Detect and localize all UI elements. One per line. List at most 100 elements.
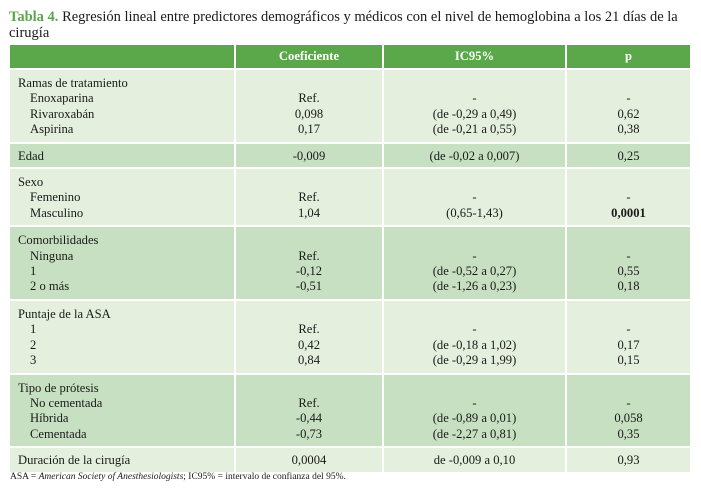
level-label: 2 o más (30, 279, 70, 294)
group-block: Comorbilidades Ninguna 1 2 o más (18, 227, 234, 299)
spacer (236, 175, 382, 190)
regression-table: Coeficiente IC95% p Ramas de tratamiento… (10, 45, 690, 472)
p-cell: -0,55 0,18 (567, 225, 690, 299)
footnote-rest: ; IC95% = intervalo de confianza del 95%… (183, 472, 346, 482)
group-block: Sexo Femenino Masculino (18, 169, 234, 225)
predictor-cell: Puntaje de la ASA 1 2 3 (10, 298, 236, 373)
spacer (567, 381, 690, 396)
p-cell: -0,17 0,15 (567, 298, 690, 373)
p-block: -0,62 0,38 (567, 70, 690, 142)
ci-value: - (472, 190, 477, 205)
coefficient-value: Ref. (298, 395, 320, 410)
p-value: 0,25 (617, 148, 640, 163)
p-block: -0,55 0,18 (567, 227, 690, 299)
p-value: 0,058 (614, 411, 643, 426)
ci-block: - (de -0,29 a 0,49) (de -0,21 a 0,55) (384, 70, 565, 142)
coefficient-value: -0,51 (295, 279, 323, 294)
spacer (384, 76, 565, 91)
group-title: Sexo (18, 175, 44, 190)
group-title: Ramas de tratamiento (18, 76, 128, 90)
coefficient-cell: Ref. -0,44 -0,73 (236, 372, 384, 447)
coefficient-block: Ref. 0,42 0,84 (236, 301, 382, 373)
coefficient-cell: 0,0004 (236, 446, 384, 472)
table-title: Regresión lineal entre predictores demog… (9, 9, 678, 41)
coefficient-block: Ref. -0,44 -0,73 (236, 375, 382, 447)
spacer (236, 76, 382, 91)
table-label: Tabla 4. (9, 9, 59, 25)
coefficient-value: Ref. (298, 248, 320, 263)
header-p: p (567, 45, 690, 68)
p-cell: 0,93 (567, 446, 690, 472)
ci-cell: (de -0,02 a 0,007) (384, 141, 567, 168)
coefficient-value: 0,17 (297, 122, 321, 137)
table-row: Edad -0,009 (de -0,02 a 0,007) 0,25 (10, 141, 690, 168)
spacer (567, 175, 690, 190)
ci-cell: de -0,009 a 0,10 (384, 446, 567, 472)
p-value: 0,18 (617, 279, 640, 294)
ci-block: - (de -0,89 a 0,01) (de -2,27 a 0,81) (384, 375, 565, 447)
group-title: Comorbilidades (18, 233, 99, 248)
coefficient-block: Ref. -0,12 -0,51 (236, 227, 382, 299)
ci-value: - (472, 248, 477, 263)
ci-value: - (472, 91, 477, 106)
ci-value: (de -0,29 a 0,49) (432, 106, 517, 121)
coefficient-value: 0,098 (294, 106, 324, 121)
header-ci95: IC95% (384, 45, 567, 68)
p-block: -0,0001 (567, 169, 690, 225)
level-label: 2 (30, 337, 37, 352)
coefficient-cell: Ref. 0,42 0,84 (236, 298, 384, 373)
ci-cell: - (de -0,18 a 1,02) (de -0,29 a 1,99) (384, 298, 567, 373)
coefficient-value: 0,42 (297, 337, 321, 352)
coefficient-block: Ref. 1,04 (236, 169, 382, 225)
p-value: 0,0001 (611, 205, 646, 220)
header-predictor (10, 45, 236, 68)
p-value: - (626, 248, 631, 263)
group-title: Edad (18, 148, 44, 163)
ci-block: - (0,65-1,43) (384, 169, 565, 225)
ci-value: de -0,009 a 0,10 (433, 453, 516, 468)
predictor-cell: Sexo Femenino Masculino (10, 167, 236, 226)
p-value: 0,38 (617, 122, 640, 137)
spacer (384, 175, 565, 190)
table-row: Duración de la cirugía 0,0004 de -0,009 a … (10, 446, 690, 472)
level-label: Femenino (30, 190, 81, 205)
table-row: Tipo de prótesis No cementada Híbrida Cemen… (10, 372, 690, 447)
p-value: - (626, 190, 631, 205)
ci-value: (de -2,27 a 0,81) (432, 426, 517, 441)
footnote-abbr: ASA = (10, 472, 39, 482)
ci-value: (de -0,89 a 0,01) (432, 411, 517, 426)
coefficient-value: 0,0004 (291, 453, 327, 468)
table-row: Puntaje de la ASA 1 2 3 Ref. 0,42 0,84 - (de -… (10, 298, 690, 373)
p-value: 0,35 (617, 426, 640, 441)
group-title: Puntaje de la ASA (18, 306, 111, 321)
group-title: Tipo de prótesis (18, 380, 99, 395)
spacer (567, 307, 690, 322)
group-block: Tipo de prótesis No cementada Híbrida Cemen… (18, 375, 234, 447)
coefficient-cell: Ref. 0,098 0,17 (236, 68, 384, 142)
predictor-cell: Ramas de tratamiento Enoxaparina Rivaroxab… (10, 68, 236, 142)
coefficient-value: 0,84 (297, 353, 321, 368)
predictor-cell: Tipo de prótesis No cementada Híbrida Cemen… (10, 372, 236, 447)
p-cell: -0,62 0,38 (567, 68, 690, 142)
ci-value: (0,65-1,43) (446, 205, 503, 220)
level-label: 3 (30, 353, 37, 368)
coefficient-value: Ref. (298, 190, 320, 205)
coefficient-cell: Ref. -0,12 -0,51 (236, 225, 384, 299)
level-label: 1 (30, 322, 37, 337)
header-row: Coeficiente IC95% p (10, 45, 690, 68)
coefficient-cell: Ref. 1,04 (236, 167, 384, 226)
coefficient-value: -0,73 (295, 426, 323, 441)
ci-value: (de -0,21 a 0,55) (432, 122, 517, 137)
p-cell: 0,25 (567, 141, 690, 168)
p-cell: -0,0001 (567, 167, 690, 226)
ci-cell: - (0,65-1,43) (384, 167, 567, 226)
spacer (384, 381, 565, 396)
ci-value: (de -0,29 a 1,99) (432, 353, 517, 368)
p-value: - (626, 91, 631, 106)
level-label: Ninguna (30, 248, 74, 263)
table-row: Ramas de tratamiento Enoxaparina Rivaroxab… (10, 68, 690, 142)
coefficient-value: -0,44 (295, 411, 323, 426)
spacer (236, 307, 382, 322)
footnote: ASA = American Society of Anesthesiologi… (10, 472, 346, 482)
ci-block: - (de -0,18 a 1,02) (de -0,29 a 1,99) (384, 301, 565, 373)
